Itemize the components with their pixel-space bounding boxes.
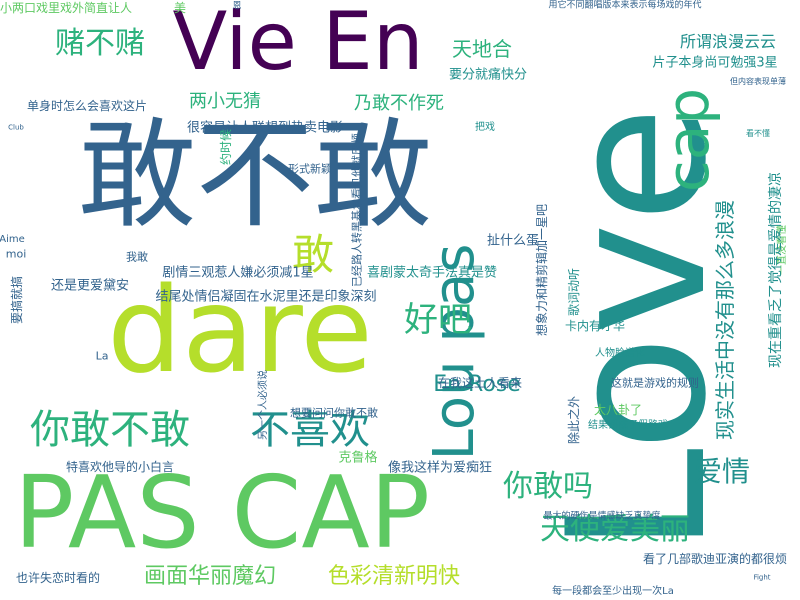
word-chu-ci-zhi-wai: 除此之外 (567, 395, 581, 445)
word-hua-mian: 画面华丽魔幻 (143, 564, 277, 589)
word-xiang-xiang-li: 想象力和精剪辑加一星吧 (535, 203, 549, 337)
word-yong-ta-bu-tong: 用它不同翻唱版本来表示每场戏的年代 (548, 0, 702, 11)
word-xiang-wo-zhe-yang: 像我这样为爱痴狂 (387, 460, 493, 476)
word-jie-wei-chu: 结尾处情侣凝固在水泥里还是印象深刻 (155, 289, 377, 305)
word-kan-le-ji-bu: 看了几部歌迪亚演的都很烦 (642, 552, 788, 566)
word-club: Club (8, 123, 24, 132)
word-fight: Fight (753, 573, 771, 582)
word-cap: cap (654, 87, 722, 193)
word-xian-zai-zhong-kan: 现在重看乏了觉得是爱情的凄凉 (768, 172, 784, 368)
word-zhe-jiu-shi: 这就是游戏的规则 (611, 376, 699, 390)
word-zui-da-de: 最大的硬伤是情感缺乏真挚度 (543, 511, 661, 522)
word-liang-xiao-wu-cai: 两小无猜 (189, 91, 261, 112)
word-dan-nei-rong: 但内容表现单薄 (730, 77, 786, 86)
word-yue-shi-hou: 约时候 (219, 128, 233, 166)
word-ka-nei-you-cai-hua: 卡内有才华 (564, 319, 626, 333)
word-xiang-yao-wen-wen: 想要问问你敢不敢 (290, 406, 378, 420)
word-bu-xi-huan: 不喜欢 (250, 407, 370, 453)
word-la: La (95, 349, 109, 363)
word-tian-shi-ai-mei-li: 天使爱美丽 (540, 512, 690, 547)
word-yao-gao-jiu-gao: 要搞就搞 (10, 275, 24, 325)
word-ling-yi-ge-ren: 另一个人必须说 (258, 370, 269, 440)
word-ai-qing: 爱情 (693, 455, 751, 488)
word-jie-guo-dou-cheng: 结果都成了假路戏 (588, 420, 668, 431)
word-ge-ci-dong-ting: 歌词动听 (567, 267, 581, 317)
word-mei-yi-duan: 每一段都会至少出现一次La (552, 586, 674, 597)
word-hen-rong-yi: 很容易让人联想到热卖电影 (186, 120, 344, 136)
word-nai-gan-bu-zuo-si: 乃敢不作死 (354, 93, 444, 114)
word-te-xi-huan: 特喜欢他导的小白言 (65, 460, 175, 474)
word-pian-zi-ben-shen: 片子本身尚可勉强3星 (652, 55, 778, 71)
word-wo-gan: 我敢 (126, 250, 148, 264)
word-xian-shi-sheng-huo: 现实生活中没有那么多浪漫 (713, 200, 737, 440)
word-kan-bu-dong: 看不懂 (746, 129, 770, 138)
word-xiao-liang-kou: 小两口戏里戏外简直让人 (0, 1, 133, 15)
word-en: 恩 (232, 1, 242, 12)
word-suo-wei-lang-man: 所谓浪漫云云 (679, 32, 777, 51)
word-gan: 敢 (291, 230, 335, 279)
word-se-cai: 色彩清新明快 (327, 564, 461, 589)
word-yi-jing-lu-ren: 已经路人转黑基本看见他就厌烦 (350, 133, 364, 287)
word-hao-ba: 好吧 (404, 300, 472, 340)
word-ba-xi: 把戏 (475, 122, 495, 133)
word-pas-cap: PAS CAP (13, 454, 431, 571)
word-dan-shen-shi: 单身时怎么会喜欢这片 (26, 99, 148, 113)
word-aime: Aime (0, 234, 25, 245)
word-ni-gan-ma: 你敢吗 (503, 469, 593, 504)
word-tai-ba-gua: 太八卦了 (593, 403, 643, 417)
word-en-rose: En Rose (433, 372, 521, 397)
word-moi: moi (5, 247, 27, 261)
word-dare: dare (107, 261, 373, 399)
word-ye-xu-shi-lian: 也许失恋时看的 (15, 571, 101, 585)
word-ke-lu-ge: 克鲁格 (338, 450, 378, 466)
word-du-bu-du: 赌不赌 (55, 26, 145, 61)
word-ju-qing-san-guan: 剧情三观惹人嫌必须减1星 (162, 265, 314, 281)
word-che-shen-me-dan: 扯什么蛋 (486, 233, 540, 249)
word-xi-ju-meng-tai-qi: 喜剧蒙太奇手法真是赞 (366, 265, 498, 281)
word-gan-bu-gan: 敢不敢 (77, 106, 433, 244)
word-hai-shi-geng-ai: 还是更爱黛安 (50, 278, 130, 294)
word-ni-gan-bu-gan: 你敢不敢 (30, 407, 190, 453)
word-tian-di-he: 天地合 (452, 37, 512, 61)
word-zai-wo-zhe: 在我这土人看来 (437, 376, 523, 390)
word-yao-fen: 要分就痛快分 (448, 67, 528, 83)
word-xing-shi-xin-ying: 形式新颖 (288, 162, 332, 176)
word-vie-en: Vie En (172, 0, 424, 88)
word-ren-wu-lian-pu: 人物脸谱化 (595, 348, 645, 359)
word-mei: 美 (173, 1, 187, 15)
